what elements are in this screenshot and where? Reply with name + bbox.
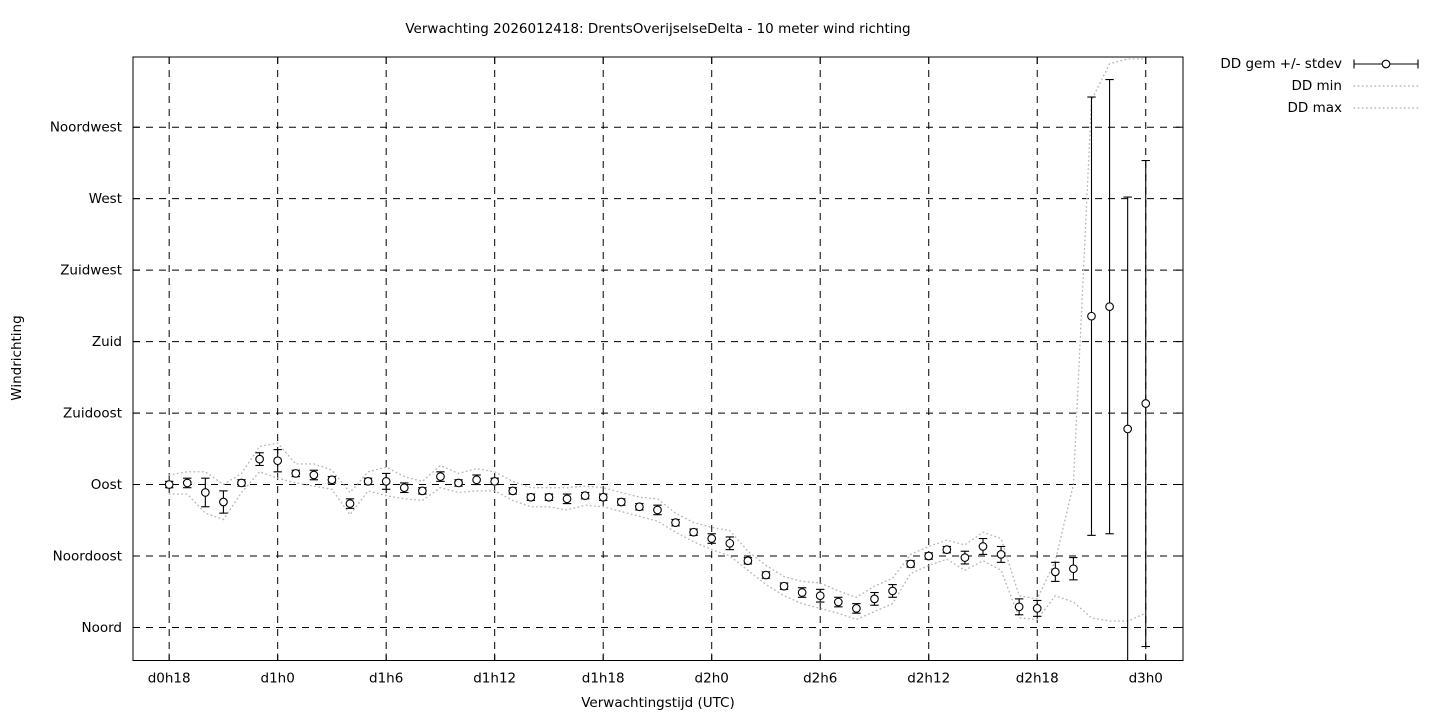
data-point xyxy=(1050,567,1060,577)
y-tick-label: Zuidwest xyxy=(60,263,122,279)
data-point xyxy=(815,591,825,601)
data-point xyxy=(436,472,445,481)
data-point xyxy=(1123,424,1133,434)
data-point xyxy=(942,545,952,554)
y-tick-labels: Noord Noordoost Oost Zuidoost Zuid Zuidwest We… xyxy=(50,120,122,636)
data-point xyxy=(291,469,301,478)
data-point xyxy=(219,497,228,507)
legend-item-dd-max: DD max xyxy=(1220,99,1420,116)
y-tick-label: Zuid xyxy=(92,334,122,350)
x-tick-label: d3h0 xyxy=(1129,671,1163,687)
data-point xyxy=(707,534,717,543)
data-point xyxy=(906,559,915,569)
dotted-line-sample-icon xyxy=(1352,78,1420,94)
x-tick-labels: d0h18 d1h0 d1h6 d1h12 d1h18 d2h0 d2h6 d2h12 d2h1… xyxy=(148,671,1163,687)
data-point xyxy=(363,477,373,486)
x-tick-label: d1h18 xyxy=(582,671,625,687)
x-tick-label: d2h12 xyxy=(907,671,950,687)
plot-border xyxy=(132,56,1184,661)
data-point xyxy=(743,556,753,566)
data-point xyxy=(454,478,463,488)
data-point xyxy=(689,527,698,537)
data-point xyxy=(327,475,337,485)
data-point xyxy=(164,480,174,489)
x-tick-label: d1h6 xyxy=(369,671,403,687)
x-tick-label: d1h0 xyxy=(261,671,295,687)
mean-points xyxy=(164,302,1151,613)
data-point xyxy=(833,597,843,607)
data-point xyxy=(978,542,988,551)
data-point xyxy=(309,470,319,480)
data-point xyxy=(1069,564,1078,574)
legend-label-dd-gem: DD gem +/- stdev xyxy=(1220,55,1342,72)
data-point xyxy=(1014,602,1024,612)
data-point xyxy=(1032,604,1042,613)
data-point xyxy=(418,486,427,496)
y-tick-label: Zuidoost xyxy=(63,406,122,422)
y-tick-label: Oost xyxy=(91,477,122,493)
axis-ticks xyxy=(133,57,1183,661)
data-point xyxy=(598,492,608,502)
data-point xyxy=(1087,311,1096,321)
legend-label-dd-min: DD min xyxy=(1291,77,1342,94)
errorbar-sample-icon xyxy=(1352,56,1420,72)
data-point xyxy=(381,477,391,486)
x-tick-label: d2h6 xyxy=(803,671,837,687)
data-point xyxy=(616,497,626,507)
data-point xyxy=(562,494,572,504)
data-point xyxy=(653,505,662,515)
data-point xyxy=(1141,399,1151,408)
data-point xyxy=(852,604,861,613)
data-point xyxy=(996,550,1006,559)
dd-min-line xyxy=(168,470,1147,622)
legend-item-dd-gem: DD gem +/- stdev xyxy=(1220,55,1420,72)
x-tick-label: d2h18 xyxy=(1016,671,1059,687)
y-tick-label: West xyxy=(89,191,122,207)
x-axis-title: Verwachtingstijd (UTC) xyxy=(581,695,735,711)
data-point xyxy=(200,488,210,497)
data-point xyxy=(255,454,264,464)
data-point xyxy=(544,492,554,502)
legend-item-dd-min: DD min xyxy=(1220,77,1420,94)
data-point xyxy=(870,594,879,604)
data-point xyxy=(924,551,934,561)
data-point xyxy=(671,518,680,527)
legend: DD gem +/- stdev DD min DD max xyxy=(1220,55,1420,116)
data-point xyxy=(761,570,771,580)
data-point xyxy=(797,588,807,597)
data-point xyxy=(1105,302,1114,312)
data-point xyxy=(345,499,355,508)
y-tick-label: Noord xyxy=(82,620,123,636)
data-point xyxy=(472,475,481,485)
x-tick-label: d1h12 xyxy=(473,671,516,687)
chart-title: Verwachting 2026012418: DrentsOverijsels… xyxy=(405,21,911,37)
data-point xyxy=(490,477,500,486)
errorbar-series xyxy=(164,79,1150,661)
data-point xyxy=(960,553,970,562)
y-tick-label: Noordoost xyxy=(53,548,122,564)
legend-label-dd-max: DD max xyxy=(1287,99,1343,116)
dotted-line-sample-icon xyxy=(1352,100,1420,116)
data-point xyxy=(273,456,283,466)
data-point xyxy=(526,492,536,502)
x-tick-label: d2h0 xyxy=(695,671,729,687)
data-point xyxy=(182,478,192,488)
data-point xyxy=(725,538,735,548)
y-tick-label: Noordwest xyxy=(50,120,122,136)
data-point xyxy=(580,491,590,500)
data-point xyxy=(888,586,897,596)
data-point xyxy=(508,486,518,496)
data-point xyxy=(635,502,644,512)
x-tick-label: d0h18 xyxy=(148,671,191,687)
dd-max-line xyxy=(168,58,1147,600)
data-point xyxy=(237,478,246,488)
gridlines xyxy=(133,57,1183,661)
data-point xyxy=(779,581,789,591)
data-point xyxy=(399,483,409,493)
